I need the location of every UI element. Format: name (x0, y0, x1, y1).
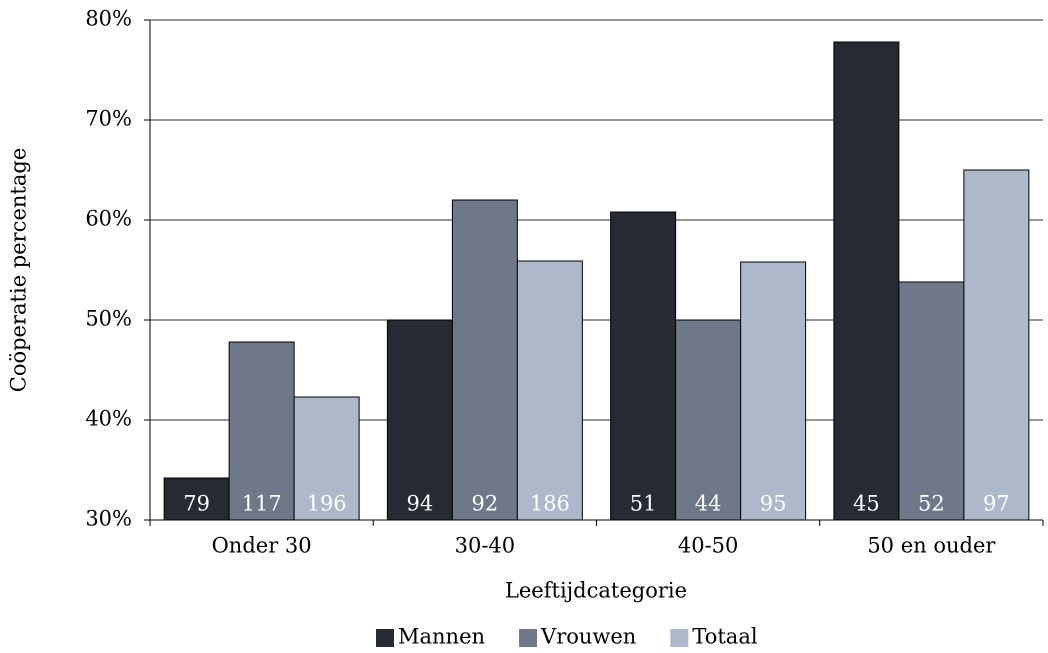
legend-label: Totaal (692, 625, 757, 649)
x-axis-title: Leeftijdcategorie (505, 579, 687, 603)
bar (898, 281, 965, 521)
legend-label: Vrouwen (540, 625, 636, 649)
value-label: 196 (307, 492, 347, 516)
value-label: 94 (407, 492, 434, 516)
y-tick-label: 40% (85, 407, 132, 431)
value-label: 52 (918, 492, 945, 516)
y-axis-title: Coöperatie percentage (7, 148, 31, 393)
bar (516, 260, 583, 521)
legend-label: Mannen (398, 625, 485, 649)
y-tick-label: 70% (85, 107, 132, 131)
bar (833, 41, 900, 521)
y-tick-label: 30% (85, 507, 132, 531)
bar (228, 341, 295, 521)
x-tick-label: Onder 30 (212, 534, 312, 558)
value-label: 95 (760, 492, 787, 516)
value-label: 117 (242, 492, 282, 516)
bar (610, 211, 677, 521)
x-tick-label: 30-40 (455, 534, 516, 558)
legend-swatch (670, 629, 689, 647)
legend-swatch (519, 629, 538, 647)
bar (675, 319, 742, 521)
value-label: 92 (472, 492, 499, 516)
value-label: 79 (183, 492, 210, 516)
bar (293, 396, 360, 521)
value-label: 45 (853, 492, 880, 516)
bar (963, 169, 1030, 521)
bar (740, 261, 807, 521)
x-tick-label: 40-50 (678, 534, 739, 558)
y-tick-label: 60% (85, 207, 132, 231)
y-tick-label: 80% (85, 7, 132, 31)
bar (386, 319, 453, 521)
bar (451, 199, 518, 521)
x-tick-label: 50 en ouder (867, 534, 996, 558)
value-label: 97 (983, 492, 1010, 516)
legend-swatch (376, 629, 394, 647)
value-label: 186 (530, 492, 570, 516)
value-label: 51 (630, 492, 657, 516)
y-tick-label: 50% (85, 307, 132, 331)
value-label: 44 (695, 492, 722, 516)
